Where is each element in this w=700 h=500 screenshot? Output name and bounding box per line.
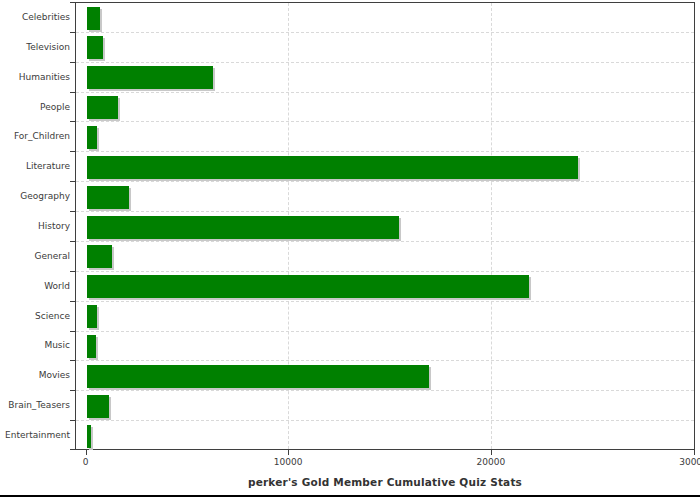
horizontal-gridline	[76, 181, 694, 182]
y-axis-tick	[70, 449, 75, 450]
horizontal-gridline	[76, 32, 694, 33]
horizontal-gridline	[76, 331, 694, 332]
y-axis-tick	[70, 32, 75, 33]
bar-chart: CelebritiesTelevisionHumanitiesPeopleFor…	[0, 0, 700, 500]
chart-title: perker's Gold Member Cumulative Quiz Sta…	[75, 476, 695, 488]
y-axis-tick	[70, 360, 75, 361]
bar-history	[87, 216, 399, 239]
bar-television	[87, 36, 103, 59]
horizontal-gridline	[76, 211, 694, 212]
horizontal-gridline	[76, 301, 694, 302]
y-axis-tick	[70, 390, 75, 391]
y-axis-tick	[70, 420, 75, 421]
bar-celebrities	[87, 7, 101, 30]
category-label: Entertainment	[0, 420, 70, 450]
bar-movies	[87, 365, 430, 388]
category-label: General	[0, 241, 70, 271]
horizontal-gridline	[76, 271, 694, 272]
bar-people	[87, 96, 118, 119]
horizontal-gridline	[76, 360, 694, 361]
category-label: History	[0, 211, 70, 241]
vertical-gridline	[491, 3, 492, 449]
category-label: World	[0, 271, 70, 301]
x-axis-tick	[86, 450, 87, 455]
y-axis-tick	[70, 181, 75, 182]
category-label: Humanities	[0, 62, 70, 92]
x-axis-tick-label: 30000	[679, 457, 700, 467]
x-axis-tick-label: 0	[83, 457, 89, 467]
category-label: People	[0, 92, 70, 122]
bar-entertainment	[87, 425, 91, 448]
category-label: Movies	[0, 360, 70, 390]
y-axis-tick	[70, 121, 75, 122]
x-axis-tick	[694, 450, 695, 455]
bar-geography	[87, 186, 130, 209]
x-axis-tick	[288, 450, 289, 455]
horizontal-gridline	[76, 390, 694, 391]
bar-general	[87, 245, 112, 268]
bar-music	[87, 335, 96, 358]
horizontal-gridline	[76, 420, 694, 421]
x-axis-tick	[491, 450, 492, 455]
plot-area	[75, 2, 695, 450]
y-axis-tick	[70, 92, 75, 93]
category-label: Television	[0, 32, 70, 62]
horizontal-gridline	[76, 92, 694, 93]
category-label: Science	[0, 301, 70, 331]
y-axis-tick	[70, 62, 75, 63]
y-axis-tick	[70, 241, 75, 242]
horizontal-gridline	[76, 151, 694, 152]
bar-literature	[87, 156, 578, 179]
y-axis-tick	[70, 2, 75, 3]
category-label: Celebrities	[0, 2, 70, 32]
y-axis-tick	[70, 331, 75, 332]
y-axis-tick	[70, 211, 75, 212]
bar-for_children	[87, 126, 98, 149]
x-axis-tick-label: 20000	[477, 457, 506, 467]
x-axis-tick-label: 10000	[274, 457, 303, 467]
bottom-border-line	[0, 495, 700, 497]
y-axis-tick	[70, 271, 75, 272]
category-label: For_Children	[0, 121, 70, 151]
bar-humanities	[87, 66, 214, 89]
horizontal-gridline	[76, 121, 694, 122]
horizontal-gridline	[76, 241, 694, 242]
y-axis-tick	[70, 151, 75, 152]
category-label: Brain_Teasers	[0, 390, 70, 420]
horizontal-gridline	[76, 62, 694, 63]
bar-science	[87, 305, 97, 328]
category-label: Literature	[0, 151, 70, 181]
y-axis-tick	[70, 301, 75, 302]
bar-brain_teasers	[87, 395, 109, 418]
category-label: Music	[0, 331, 70, 361]
category-label: Geography	[0, 181, 70, 211]
bar-world	[87, 275, 530, 298]
